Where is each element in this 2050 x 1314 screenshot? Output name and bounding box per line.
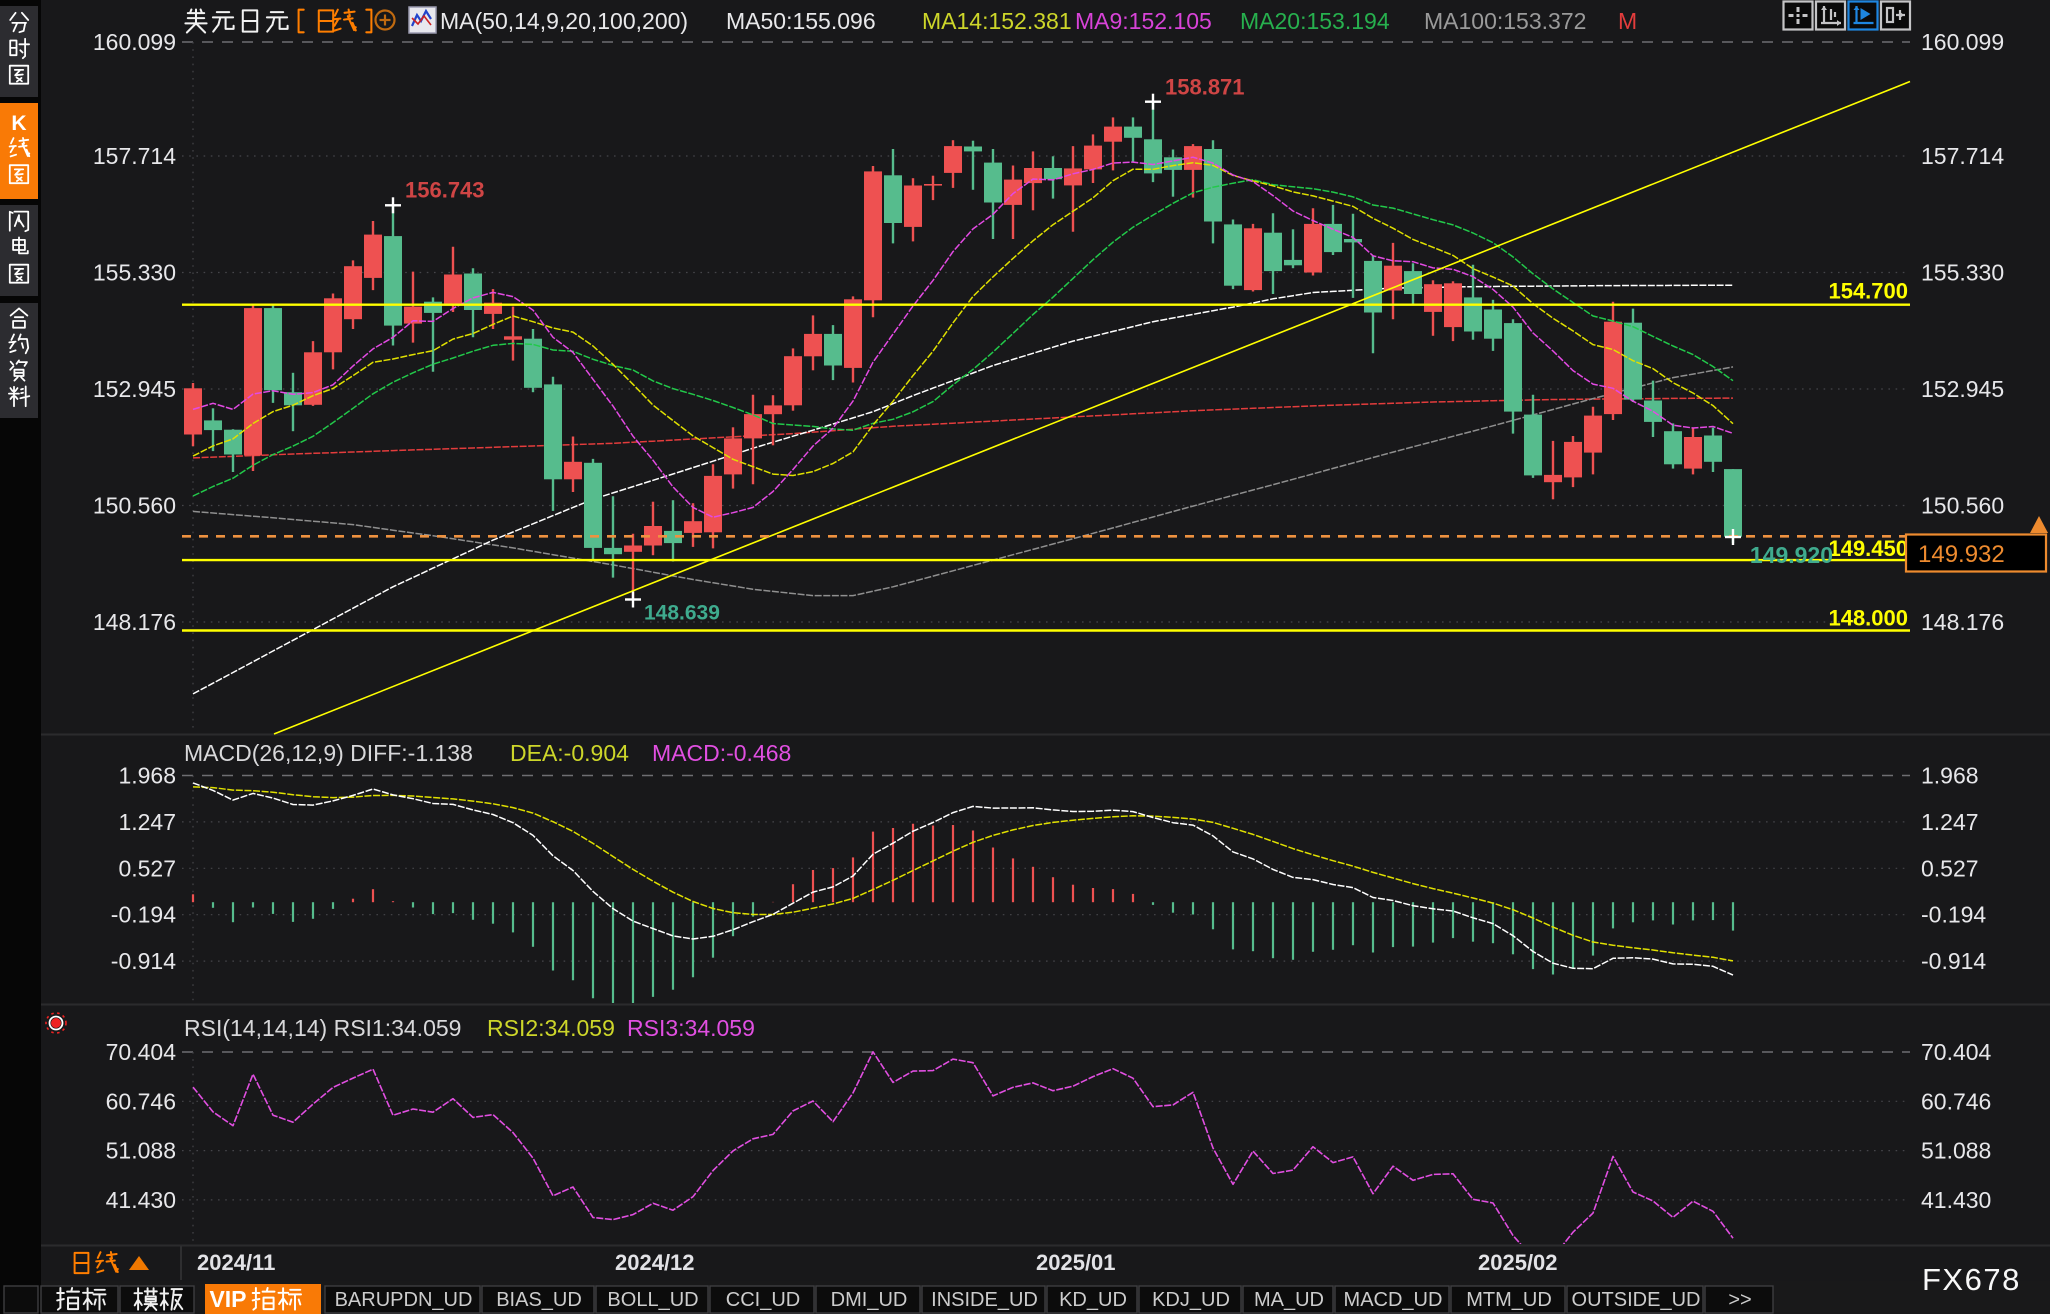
svg-text:160.099: 160.099 (1921, 29, 2004, 55)
svg-text:MA100:153.372: MA100:153.372 (1424, 8, 1586, 34)
svg-text:BARUPDN_UD: BARUPDN_UD (335, 1289, 473, 1311)
svg-text:150.560: 150.560 (1921, 493, 2004, 519)
svg-text:K: K (11, 112, 26, 135)
svg-text:-0.914: -0.914 (1921, 948, 1986, 974)
svg-text:MA14:152.381: MA14:152.381 (922, 8, 1072, 34)
svg-text:FX678: FX678 (1922, 1262, 2021, 1297)
svg-text:2025/01: 2025/01 (1036, 1250, 1116, 1275)
svg-text:51.088: 51.088 (1921, 1138, 1991, 1164)
svg-text:41.430: 41.430 (106, 1187, 176, 1213)
svg-text:KDJ_UD: KDJ_UD (1152, 1289, 1230, 1311)
svg-text:>>: >> (1728, 1289, 1751, 1311)
svg-text:DEA:-0.904: DEA:-0.904 (510, 740, 629, 766)
svg-text:1.247: 1.247 (118, 809, 176, 835)
svg-text:RSI3:34.059: RSI3:34.059 (627, 1015, 755, 1041)
svg-text:MA(50,14,9,20,100,200): MA(50,14,9,20,100,200) (440, 8, 688, 34)
svg-text:156.743: 156.743 (405, 177, 485, 202)
svg-text:2025/02: 2025/02 (1478, 1250, 1558, 1275)
svg-text:M: M (1618, 8, 1637, 34)
svg-text:149.920: 149.920 (1750, 542, 1833, 568)
svg-text:MACD_UD: MACD_UD (1344, 1289, 1443, 1311)
svg-text:MTM_UD: MTM_UD (1466, 1289, 1552, 1311)
svg-text:1.968: 1.968 (118, 763, 176, 789)
svg-text:60.746: 60.746 (1921, 1088, 1991, 1114)
svg-text:60.746: 60.746 (106, 1088, 176, 1114)
svg-text:0.527: 0.527 (1921, 855, 1979, 881)
svg-text:152.945: 152.945 (93, 376, 176, 402)
svg-text:150.560: 150.560 (93, 493, 176, 519)
svg-text:1.247: 1.247 (1921, 809, 1979, 835)
svg-text:KD_UD: KD_UD (1059, 1289, 1127, 1311)
svg-text:149.450: 149.450 (1828, 536, 1908, 561)
svg-text:RSI2:34.059: RSI2:34.059 (487, 1015, 615, 1041)
svg-text:-0.194: -0.194 (1921, 902, 1986, 928)
svg-text:148.176: 148.176 (1921, 609, 2004, 635)
svg-text:148.639: 148.639 (644, 602, 720, 625)
svg-text:VIP: VIP (209, 1286, 246, 1312)
svg-text:BOLL_UD: BOLL_UD (607, 1289, 698, 1311)
svg-text:MACD(26,12,9) DIFF:-1.138: MACD(26,12,9) DIFF:-1.138 (184, 740, 473, 766)
svg-text:149.932: 149.932 (1918, 541, 2005, 568)
svg-text:OUTSIDE_UD: OUTSIDE_UD (1572, 1289, 1701, 1311)
svg-text:MACD:-0.468: MACD:-0.468 (652, 740, 791, 766)
svg-text:BIAS_UD: BIAS_UD (496, 1289, 582, 1311)
svg-text:41.430: 41.430 (1921, 1187, 1991, 1213)
svg-text:70.404: 70.404 (1921, 1039, 1992, 1065)
svg-text:154.700: 154.700 (1828, 279, 1908, 304)
svg-text:160.099: 160.099 (93, 29, 176, 55)
svg-text:148.000: 148.000 (1828, 606, 1908, 631)
svg-text:MA9:152.105: MA9:152.105 (1075, 8, 1212, 34)
svg-text:51.088: 51.088 (106, 1138, 176, 1164)
svg-text:1.968: 1.968 (1921, 763, 1979, 789)
svg-text:152.945: 152.945 (1921, 376, 2004, 402)
svg-text:-0.914: -0.914 (111, 948, 176, 974)
svg-text:2024/12: 2024/12 (615, 1250, 695, 1275)
svg-text:2024/11: 2024/11 (197, 1250, 275, 1275)
svg-text:148.176: 148.176 (93, 609, 176, 635)
svg-text:155.330: 155.330 (1921, 260, 2004, 286)
svg-text:RSI(14,14,14) RSI1:34.059: RSI(14,14,14) RSI1:34.059 (184, 1015, 461, 1041)
svg-text:MA50:155.096: MA50:155.096 (726, 8, 876, 34)
svg-text:158.871: 158.871 (1165, 75, 1245, 100)
svg-text:-0.194: -0.194 (111, 902, 176, 928)
svg-text:CCI_UD: CCI_UD (726, 1289, 800, 1311)
svg-text:INSIDE_UD: INSIDE_UD (931, 1289, 1038, 1311)
svg-text:0.527: 0.527 (118, 855, 176, 881)
svg-text:155.330: 155.330 (93, 260, 176, 286)
svg-text:DMI_UD: DMI_UD (831, 1289, 908, 1311)
svg-text:70.404: 70.404 (106, 1039, 177, 1065)
svg-text:MA20:153.194: MA20:153.194 (1240, 8, 1390, 34)
svg-text:157.714: 157.714 (93, 143, 176, 169)
svg-text:157.714: 157.714 (1921, 143, 2004, 169)
svg-text:MA_UD: MA_UD (1254, 1289, 1324, 1311)
